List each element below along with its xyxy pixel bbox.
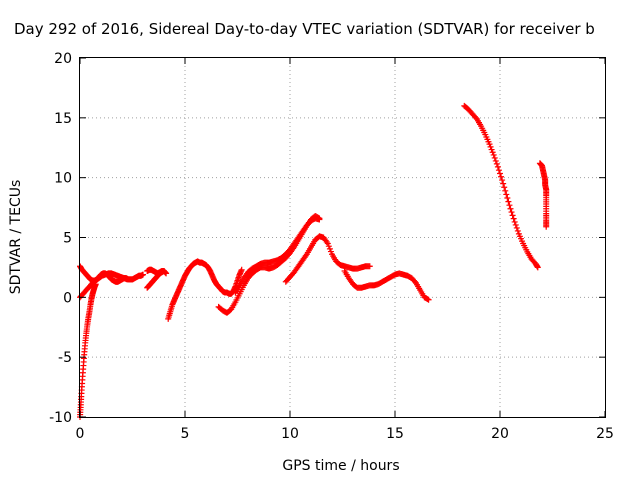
y-tick-label: 10 — [54, 171, 72, 187]
x-tick-label: 25 — [596, 426, 614, 442]
data-point — [509, 212, 516, 219]
data-point — [425, 296, 432, 303]
data-point — [238, 266, 245, 273]
y-tick-label: 5 — [63, 231, 72, 247]
x-tick-label: 20 — [491, 426, 509, 442]
data-point — [486, 141, 493, 148]
data-point — [506, 202, 513, 209]
chart-title: Day 292 of 2016, Sidereal Day-to-day VTE… — [14, 20, 595, 38]
data-point — [543, 223, 550, 230]
data-point — [513, 224, 520, 231]
data-point — [501, 184, 508, 191]
x-tick-label: 15 — [386, 426, 404, 442]
data-point — [494, 163, 501, 170]
data-point — [327, 248, 334, 255]
data-point — [324, 240, 331, 247]
data-point — [366, 263, 373, 270]
data-point — [534, 264, 541, 271]
data-point — [316, 216, 323, 223]
y-tick-label: 15 — [54, 111, 72, 127]
data-point — [491, 154, 498, 161]
data-point — [492, 157, 499, 164]
data-point — [490, 151, 497, 158]
data-point — [507, 205, 514, 212]
data-point — [487, 143, 494, 150]
x-tick-label: 5 — [181, 426, 190, 442]
y-tick-label: -5 — [58, 350, 72, 366]
data-point — [489, 149, 496, 156]
plot-frame — [79, 57, 606, 418]
data-point — [493, 160, 500, 167]
data-point — [504, 195, 511, 202]
data-point — [511, 218, 518, 225]
x-tick-label: 0 — [76, 426, 85, 442]
data-point — [500, 180, 507, 187]
data-point — [510, 215, 517, 222]
data-point — [140, 271, 146, 278]
data-point — [325, 243, 332, 250]
data-points — [77, 102, 550, 420]
y-tick-label: -10 — [49, 410, 72, 426]
data-point — [163, 270, 170, 277]
y-axis-label: SDTVAR / TECUs — [8, 180, 24, 295]
y-tick-label: 0 — [63, 290, 72, 306]
data-point — [488, 146, 495, 153]
data-point — [502, 187, 509, 194]
x-axis-label: GPS time / hours — [282, 458, 399, 474]
data-point — [505, 198, 512, 205]
data-point — [514, 227, 521, 234]
data-point — [508, 209, 515, 216]
data-point — [498, 173, 505, 180]
data-point — [326, 245, 333, 252]
data-point — [124, 276, 131, 283]
x-tick-label: 10 — [281, 426, 299, 442]
data-point — [503, 191, 510, 198]
data-point — [512, 221, 519, 228]
data-point — [499, 177, 506, 184]
grid-lines — [80, 58, 605, 417]
data-point — [497, 170, 503, 177]
y-tick-label: 20 — [54, 51, 72, 67]
data-point — [495, 167, 502, 174]
axis-ticks: 0 5 10 15 20 25 -10 -5 0 5 10 15 20 — [49, 51, 614, 442]
